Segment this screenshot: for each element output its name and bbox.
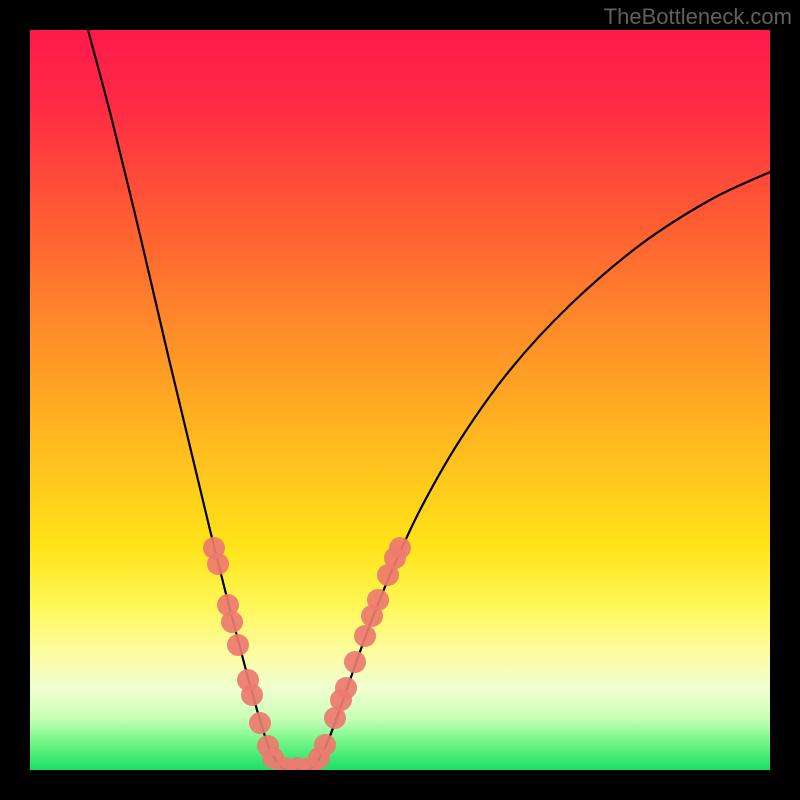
data-marker — [354, 625, 376, 647]
bottleneck-chart — [0, 0, 800, 800]
data-marker — [249, 712, 271, 734]
data-marker — [207, 553, 229, 575]
data-marker — [367, 589, 389, 611]
data-marker — [241, 684, 263, 706]
chart-background — [30, 30, 770, 770]
data-marker — [221, 611, 243, 633]
data-marker — [389, 537, 411, 559]
data-marker — [335, 677, 357, 699]
data-marker — [344, 651, 366, 673]
data-marker — [227, 634, 249, 656]
data-marker — [314, 734, 336, 756]
watermark-text: TheBottleneck.com — [604, 4, 792, 30]
